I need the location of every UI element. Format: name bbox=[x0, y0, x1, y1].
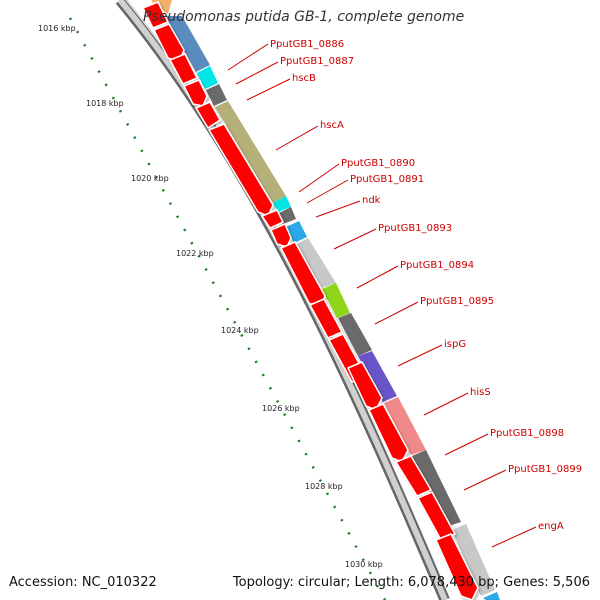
gene-arrow bbox=[168, 53, 199, 85]
leader-line bbox=[423, 392, 469, 416]
gene-arrow bbox=[182, 79, 208, 107]
gene-label: engA bbox=[538, 521, 564, 532]
scale-dots bbox=[68, 17, 387, 600]
gene-label: PputGB1_0894 bbox=[400, 260, 474, 271]
gene-label: ispG bbox=[444, 339, 466, 350]
gene-arrow bbox=[394, 455, 433, 497]
leader-line bbox=[315, 200, 361, 218]
gene-labels: PputGB1_0886 PputGB1_0887 hscB hscA PputGB1_… bbox=[227, 39, 582, 548]
cog-block bbox=[215, 101, 286, 203]
scale-labels: 1016 kbp 1018 kbp 1020 kbp 1022 kbp 1024 kbp… bbox=[38, 24, 383, 569]
leader-line bbox=[227, 43, 269, 71]
scale-label: 1026 kbp bbox=[262, 404, 300, 413]
cog-block bbox=[412, 450, 461, 527]
gene-arrow bbox=[141, 1, 170, 29]
scale-label: 1028 kbp bbox=[305, 482, 343, 491]
leader-line bbox=[235, 61, 279, 85]
leader-line bbox=[246, 78, 291, 101]
gene-arrow bbox=[416, 491, 457, 541]
scale-label: 1016 kbp bbox=[38, 24, 76, 33]
genome-backbone bbox=[115, 0, 452, 600]
scale-label: 1030 kbp bbox=[345, 560, 383, 569]
leader-line bbox=[306, 179, 349, 204]
cog-block bbox=[322, 283, 350, 318]
cog-block bbox=[279, 207, 296, 224]
leader-line bbox=[356, 265, 399, 289]
gene-arrow bbox=[434, 533, 479, 600]
gene-label: PputGB1_0898 bbox=[490, 428, 564, 439]
leader-line bbox=[374, 301, 419, 325]
cog-block bbox=[165, 16, 210, 72]
leader-line bbox=[298, 163, 340, 193]
gene-label: PputGB1_0895 bbox=[420, 296, 494, 307]
leader-line bbox=[444, 433, 489, 456]
cog-block bbox=[273, 196, 291, 212]
scale-label: 1018 kbp bbox=[86, 99, 124, 108]
gene-arrows bbox=[141, 1, 479, 600]
gene-arrow bbox=[346, 361, 383, 411]
gene-label: PputGB1_0899 bbox=[508, 464, 582, 475]
cog-block bbox=[206, 84, 227, 106]
leader-line bbox=[275, 125, 319, 151]
cog-block bbox=[197, 66, 218, 89]
scale-label: 1022 kbp bbox=[176, 249, 214, 258]
gene-arrow bbox=[367, 403, 409, 463]
leader-line bbox=[463, 469, 507, 491]
genome-summary: Topology: circular; Length: 6,078,430 bp… bbox=[232, 575, 590, 590]
cog-color-blocks bbox=[152, 0, 500, 600]
scale-label: 1024 kbp bbox=[221, 326, 259, 335]
gene-label: ndk bbox=[362, 195, 381, 206]
gene-label: hscB bbox=[292, 73, 316, 84]
cog-block bbox=[295, 238, 336, 288]
gene-arrow bbox=[270, 223, 292, 248]
gene-arrow bbox=[260, 209, 285, 229]
cog-block bbox=[358, 351, 397, 402]
genome-title: Pseudomonas putida GB-1, complete genome bbox=[143, 9, 465, 25]
gene-label: hisS bbox=[470, 387, 491, 398]
cog-block bbox=[338, 313, 372, 356]
gene-arrow bbox=[308, 298, 344, 339]
gene-label: PputGB1_0886 bbox=[270, 39, 344, 50]
gene-arrow bbox=[194, 101, 221, 130]
accession-text: Accession: NC_010322 bbox=[9, 575, 157, 590]
gene-label: PputGB1_0891 bbox=[350, 174, 424, 185]
gene-label: hscA bbox=[320, 120, 344, 131]
cog-block bbox=[483, 592, 500, 600]
scale-label: 1020 kbp bbox=[131, 174, 169, 183]
leader-line bbox=[491, 526, 537, 548]
gene-label: PputGB1_0887 bbox=[280, 56, 354, 67]
gene-label: PputGB1_0893 bbox=[378, 223, 452, 234]
gene-label: PputGB1_0890 bbox=[341, 158, 415, 169]
gene-arrow bbox=[207, 123, 274, 217]
cog-block bbox=[452, 524, 495, 596]
leader-line bbox=[397, 344, 443, 367]
leader-line bbox=[333, 228, 377, 250]
cog-block bbox=[384, 397, 426, 455]
